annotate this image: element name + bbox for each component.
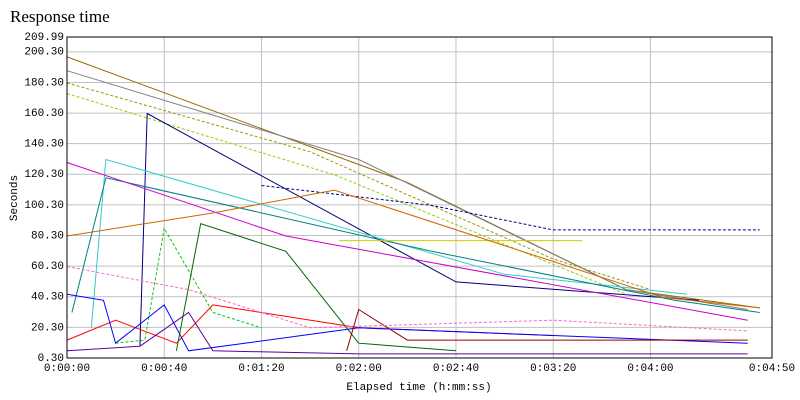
x-tick-label: 0:04:50 [749, 363, 795, 375]
x-tick-label: 0:00:40 [141, 363, 187, 375]
plot-frame [66, 36, 773, 359]
lines [66, 56, 760, 355]
chart-title: Response time [10, 7, 110, 26]
x-axis-label: Elapsed time (h:mm:ss) [346, 382, 491, 394]
series-line [346, 308, 748, 351]
x-tick-label: 0:02:40 [433, 363, 479, 375]
y-tick-label: 80.30 [31, 230, 64, 242]
x-tick-label: 0:00:00 [44, 363, 90, 375]
y-tick-label: 120.30 [24, 169, 64, 181]
y-tick-label: 60.30 [31, 261, 64, 273]
x-tick-label: 0:01:20 [238, 363, 284, 375]
y-tick-label: 0.30 [38, 353, 64, 365]
x-tick-label: 0:04:00 [627, 363, 673, 375]
series-line [139, 112, 700, 347]
series-line [175, 223, 457, 352]
series-line [115, 226, 262, 344]
y-tick-label: 100.30 [24, 200, 64, 212]
series-line [66, 189, 760, 309]
y-axis-label: Seconds [9, 175, 21, 221]
y-tick-label: 200.30 [24, 47, 64, 59]
series-line [71, 177, 760, 313]
y-tick-label: 209.99 [24, 32, 64, 44]
tick-labels: 0.30 20.30 40.30 60.30 80.30 100.30 120.30 140.… [24, 32, 795, 375]
x-tick-label: 0:02:00 [336, 363, 382, 375]
series-line [66, 266, 748, 332]
y-tick-label: 180.30 [24, 77, 64, 89]
series-line [261, 185, 760, 231]
x-tick-label: 0:03:20 [530, 363, 576, 375]
series-line [66, 311, 748, 355]
y-tick-label: 160.30 [24, 108, 64, 120]
y-tick-label: 20.30 [31, 322, 64, 334]
series-line [66, 293, 748, 352]
y-tick-label: 40.30 [31, 292, 64, 304]
series-line [66, 162, 748, 321]
y-tick-label: 140.30 [24, 139, 64, 151]
